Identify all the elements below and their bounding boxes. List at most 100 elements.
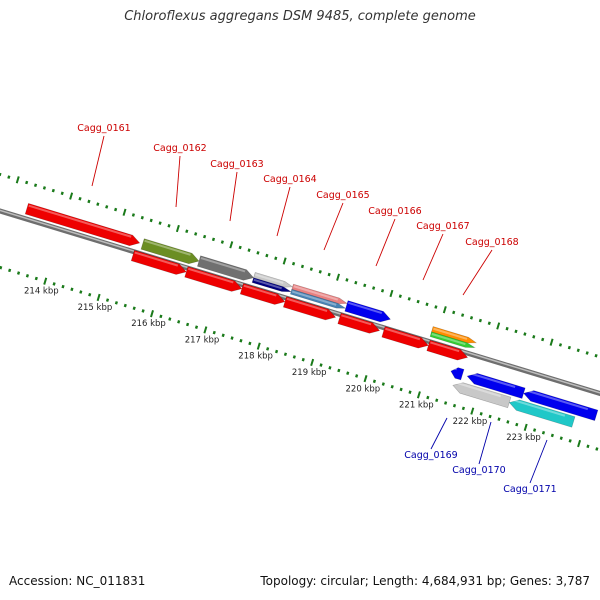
gene-arrow-cagg_0165b xyxy=(290,288,347,309)
inner-tick-mark xyxy=(319,363,323,367)
outer-tick-mark xyxy=(149,218,153,223)
gene-arrow-cagg_0164a xyxy=(253,272,294,288)
outer-tick-mark xyxy=(532,334,536,339)
outer-tick-mark xyxy=(158,221,162,225)
outer-tick-mark xyxy=(25,180,29,185)
gene-arrow-cagg_0165a xyxy=(291,283,348,305)
outer-tick-mark xyxy=(282,257,287,265)
outer-tick-mark xyxy=(398,294,402,298)
gene-arrow-cagg_0166 xyxy=(344,300,391,323)
outer-tick-mark xyxy=(87,199,91,204)
gene-arrow-lower-4-sheen xyxy=(286,297,328,312)
gene-arrow-lower-1-sheen xyxy=(134,251,179,267)
gene-arrow-cagg_0171 xyxy=(508,399,576,428)
outer-tick-mark xyxy=(309,267,313,271)
scale-label: 217 kbp xyxy=(185,335,220,345)
inner-tick-mark xyxy=(346,371,350,375)
outer-tick-mark xyxy=(220,240,224,244)
inner-tick-mark xyxy=(408,390,412,394)
inner-tick-mark xyxy=(79,290,83,294)
inner-tick-mark xyxy=(105,298,110,302)
outer-tick-mark xyxy=(194,232,198,236)
inner-tick-mark xyxy=(292,355,296,359)
leader-line xyxy=(375,218,396,267)
inner-tick-mark xyxy=(150,310,154,318)
outer-tick-mark xyxy=(318,270,322,274)
inner-tick-mark xyxy=(212,330,216,335)
forward-gene-label: Cagg_0165 xyxy=(316,190,369,201)
gene-arrow-rev-2 xyxy=(523,390,599,421)
outer-tick-mark xyxy=(78,196,82,201)
gene-arrow-cagg_0170 xyxy=(452,382,512,409)
leader-line xyxy=(323,202,344,251)
inner-tick-mark xyxy=(168,317,172,321)
scale-label: 214 kbp xyxy=(24,287,59,297)
gene-arrow-cagg_0164b-sheen xyxy=(253,278,282,290)
inner-tick-mark xyxy=(390,384,394,389)
inner-tick-mark xyxy=(239,338,243,343)
gene-arrow-rev-2-sheen xyxy=(525,389,589,411)
inner-tick-mark xyxy=(16,271,21,275)
leader-line xyxy=(462,249,493,296)
inner-tick-mark xyxy=(203,326,208,334)
gene-arrow-cagg_0165a-sheen xyxy=(293,285,339,301)
outer-tick-mark xyxy=(389,289,394,298)
gene-arrow-cagg_0164a-sheen xyxy=(255,273,284,284)
inner-tick-mark xyxy=(435,398,439,403)
outer-tick-mark xyxy=(363,283,367,288)
outer-tick-mark xyxy=(33,183,38,188)
inner-tick-mark xyxy=(177,320,181,324)
gene-arrow-lower-5 xyxy=(337,312,381,334)
scale-label: 219 kbp xyxy=(292,368,327,378)
outer-tick-mark xyxy=(122,208,127,216)
outer-tick-mark xyxy=(51,188,55,193)
scale-label: 221 kbp xyxy=(399,401,434,411)
gene-arrow-lower-7 xyxy=(426,339,469,361)
leader-line xyxy=(422,233,444,281)
gene-arrow-cagg_0168a-sheen xyxy=(433,327,468,340)
gene-arrow-cagg_0161-sheen xyxy=(28,204,132,238)
scale-label: 223 kbp xyxy=(506,433,541,443)
inner-tick-mark xyxy=(132,306,136,311)
inner-tick-mark xyxy=(256,342,261,350)
genome-summary-text: Topology: circular; Length: 4,684,931 bp… xyxy=(260,574,590,588)
inner-tick-mark xyxy=(372,379,377,384)
inner-tick-mark xyxy=(34,276,38,281)
outer-tick-mark xyxy=(238,245,242,250)
outer-tick-mark xyxy=(345,278,349,282)
gene-arrow-lower-5-sheen xyxy=(341,314,372,326)
inner-tick-mark xyxy=(515,422,519,427)
leader-line xyxy=(229,171,238,222)
gene-arrow-lower-1 xyxy=(130,249,187,275)
gene-arrow-cagg_0168a xyxy=(431,326,478,344)
accession-text: Accession: NC_011831 xyxy=(9,574,146,588)
inner-tick-mark xyxy=(43,277,48,285)
gene-arrow-cagg_0168b-sheen xyxy=(431,333,466,346)
gene-arrow-lower-3-sheen xyxy=(243,284,277,297)
outer-tick-mark xyxy=(576,348,580,353)
outer-tick-mark xyxy=(478,318,482,323)
inner-tick-mark xyxy=(25,274,30,278)
leader-line xyxy=(175,155,181,208)
gene-arrow-cagg_0163-sheen xyxy=(200,257,246,273)
gene-arrow-rev-small xyxy=(450,367,465,381)
gene-arrow-lower-4 xyxy=(282,296,337,321)
gene-arrow-lower-2 xyxy=(184,266,243,292)
gene-arrow-cagg_0161 xyxy=(24,203,141,247)
inner-tick-mark xyxy=(328,366,332,370)
gene-arrow-cagg_0164b xyxy=(251,277,293,293)
outer-tick-mark xyxy=(265,253,269,258)
forward-gene-label: Cagg_0167 xyxy=(416,221,469,232)
outer-tick-mark xyxy=(42,186,47,190)
outer-tick-mark xyxy=(203,234,207,239)
leader-line xyxy=(91,135,105,187)
forward-gene-label: Cagg_0161 xyxy=(77,123,130,134)
inner-tick-mark xyxy=(88,292,92,297)
gene-arrow-lower-6 xyxy=(381,326,429,349)
outer-tick-mark xyxy=(452,310,456,315)
inner-tick-mark xyxy=(497,417,501,422)
scale-label: 215 kbp xyxy=(78,303,113,313)
inner-tick-mark xyxy=(470,407,475,415)
forward-gene-label: Cagg_0162 xyxy=(153,143,206,154)
outer-tick-mark xyxy=(380,288,385,293)
